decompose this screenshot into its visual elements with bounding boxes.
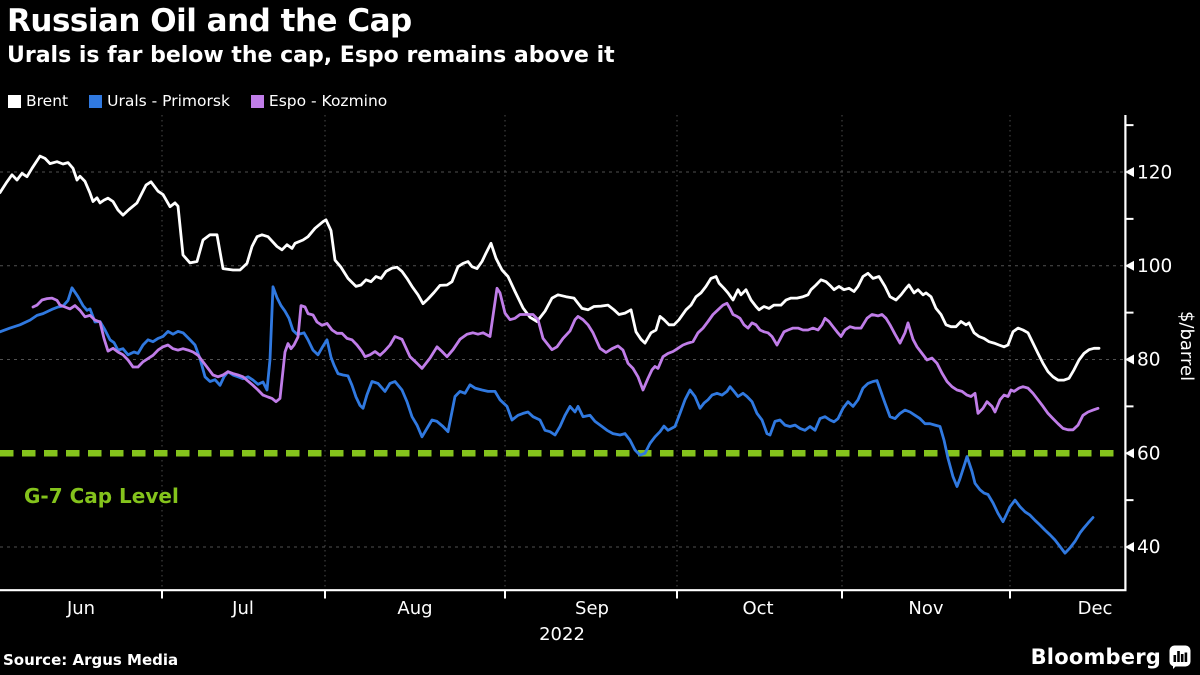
x-axis-year-label: 2022 [539,624,585,645]
legend: Brent Urals - Primorsk Espo - Kozmino [8,92,387,110]
axes [0,115,1134,599]
y-axis-unit-label: $/barrel [1176,311,1197,381]
series-line-espo-kozmino [31,286,1100,432]
legend-item-espo: Espo - Kozmino [250,92,388,110]
legend-item-brent: Brent [8,92,68,110]
x-tick-label-sep: Sep [575,598,609,619]
x-tick-label-jun: Jun [66,598,95,619]
y-major-tick [1125,448,1134,459]
y-major-tick [1125,260,1134,271]
y-tick-label-120: 120 [1137,163,1172,184]
x-tick-label-aug: Aug [397,598,432,619]
series-layer [0,154,1101,555]
series-line-urals-primorsk [0,285,1095,555]
legend-label-espo: Espo - Kozmino [268,92,388,110]
y-major-tick [1125,167,1134,177]
legend-item-urals: Urals - Primorsk [89,92,230,110]
chart-title: Russian Oil and the Cap [7,3,412,39]
y-tick-label-60: 60 [1137,444,1161,465]
y-tick-label-100: 100 [1137,256,1172,277]
espo-swatch-icon [250,94,264,108]
gridlines [0,115,1125,590]
series-line-brent [0,154,1101,382]
x-tick-label-nov: Nov [908,598,943,619]
axis-labels: 120 100 80 60 40 $/barrel Jun Jul Aug Se… [66,163,1197,646]
y-tick-label-80: 80 [1137,350,1161,371]
y-tick-label-40: 40 [1137,537,1161,558]
legend-label-urals: Urals - Primorsk [107,92,230,110]
x-tick-label-jul: Jul [231,598,254,619]
bloomberg-wordmark: Bloomberg [1030,645,1161,669]
y-major-tick [1125,354,1134,365]
bloomberg-chart-icon [1169,645,1191,669]
source-credit: Source: Argus Media [3,651,179,669]
bloomberg-logo: Bloomberg [1031,645,1191,669]
legend-label-brent: Brent [26,92,69,110]
y-major-tick [1125,542,1134,552]
cap-level-label: G-7 Cap Level [24,484,179,508]
urals-swatch-icon [89,94,103,108]
x-tick-label-oct: Oct [742,598,773,619]
brent-swatch-icon [8,94,21,108]
chart-subtitle: Urals is far below the cap, Espo remains… [7,43,615,68]
x-tick-label-dec: Dec [1078,598,1113,619]
